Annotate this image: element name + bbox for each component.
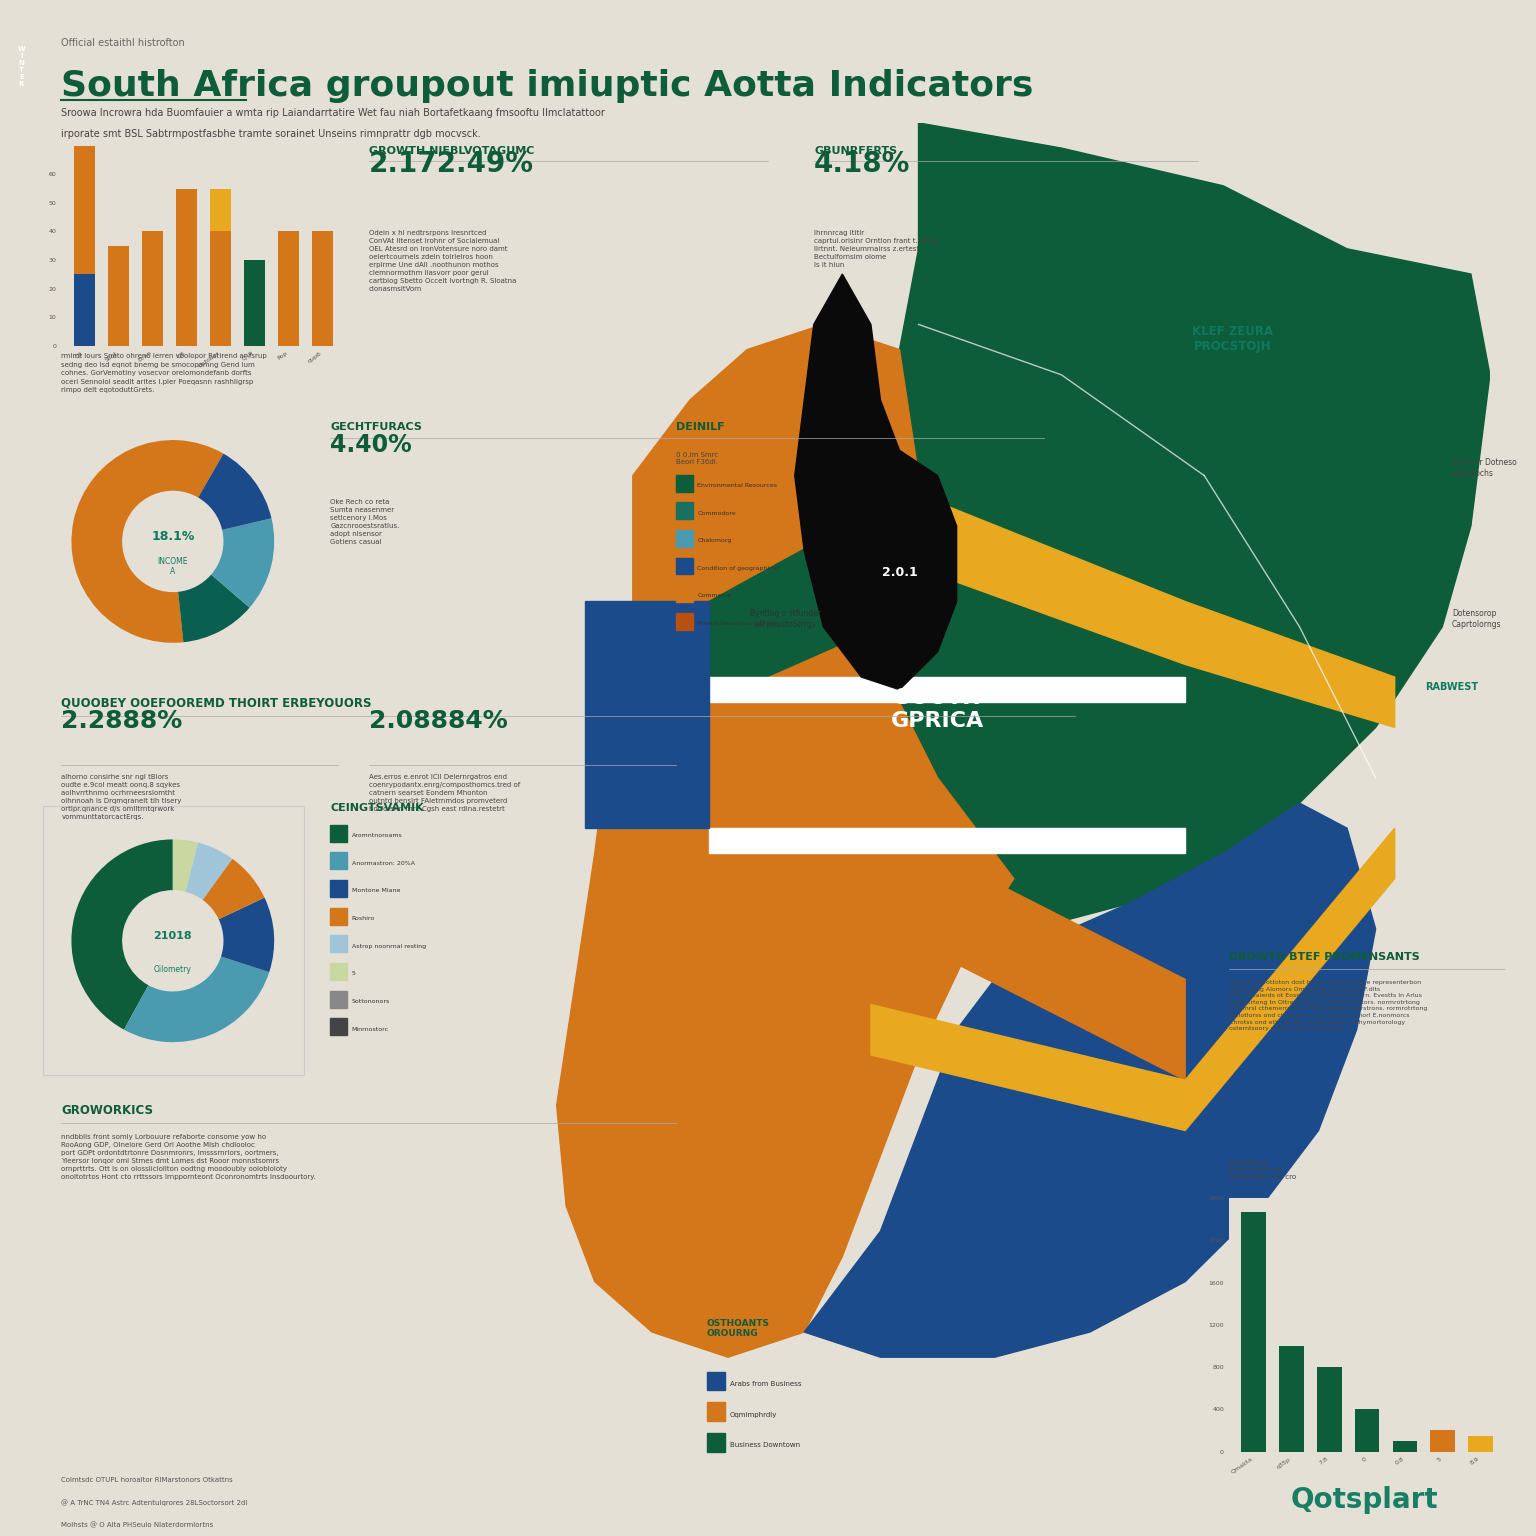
Text: Commerce: Commerce bbox=[697, 593, 731, 599]
Text: Sroowa Incrowra hda Buomfauier a wmta rip Laiandarrtatire Wet fau niah Bortafetk: Sroowa Incrowra hda Buomfauier a wmta ri… bbox=[61, 108, 605, 118]
Text: 2.172.49%: 2.172.49% bbox=[369, 151, 533, 178]
Text: Minrnostorc: Minrnostorc bbox=[352, 1026, 389, 1032]
Text: Roshiro: Roshiro bbox=[352, 915, 375, 922]
Text: South Africa groupout imiuptic Aotta Indicators: South Africa groupout imiuptic Aotta Ind… bbox=[61, 69, 1034, 103]
Wedge shape bbox=[174, 839, 198, 892]
Polygon shape bbox=[710, 476, 1186, 702]
Text: Commodore: Commodore bbox=[697, 510, 736, 516]
Text: Oilometry: Oilometry bbox=[154, 965, 192, 974]
Polygon shape bbox=[710, 828, 1186, 854]
Bar bbox=[74, 146, 95, 275]
Text: Aromntnoroams: Aromntnoroams bbox=[352, 833, 402, 839]
Bar bbox=[74, 275, 95, 346]
Text: Oke Rech co reta
Sumta neasenmer
setlcenory l.Mos
Gazcnrooestsratlus.
adopt nlse: Oke Rech co reta Sumta neasenmer setlcen… bbox=[330, 499, 399, 545]
Bar bbox=[210, 232, 230, 346]
Text: Oqmimphrdly: Oqmimphrdly bbox=[730, 1412, 777, 1418]
Bar bbox=[1241, 1212, 1266, 1452]
Text: 2.08884%: 2.08884% bbox=[369, 710, 507, 733]
Polygon shape bbox=[871, 476, 1395, 728]
Bar bbox=[1355, 1410, 1379, 1452]
Polygon shape bbox=[794, 273, 957, 690]
Bar bbox=[143, 232, 163, 346]
Text: Dotensorop
Caprtolorngs: Dotensorop Caprtolorngs bbox=[1452, 610, 1502, 628]
Text: Colmtsdc OTUPL horoaltor RlMarstonors Otkattns: Colmtsdc OTUPL horoaltor RlMarstonors Ot… bbox=[61, 1478, 233, 1484]
Text: Condition of geographical: Condition of geographical bbox=[697, 565, 779, 571]
Text: Odein x hl nedtrsrpons lresnrtced
ConVAt Iltenset Irohnr of Sociaiemual
OEL Ates: Odein x hl nedtrsrpons lresnrtced ConVAt… bbox=[369, 230, 516, 292]
Bar bbox=[1468, 1436, 1493, 1452]
Text: nndbblls front somly Lorbouure refaborte consome yow ho
RooAong GDP, OInelore Ge: nndbblls front somly Lorbouure refaborte… bbox=[61, 1134, 316, 1180]
Text: Business Downtown: Business Downtown bbox=[730, 1442, 800, 1448]
Text: GROWORKICS: GROWORKICS bbox=[61, 1103, 154, 1117]
Text: SOUTH
GPRICA: SOUTH GPRICA bbox=[891, 688, 985, 731]
Text: Astrop noonrnal resting: Astrop noonrnal resting bbox=[352, 943, 425, 949]
Text: INCOME
A: INCOME A bbox=[158, 558, 187, 576]
Text: rmimt lours Snato ohreno lerren voolopor Rstirend ar fsrup
sedng deo lsd eqnot b: rmimt lours Snato ohreno lerren voolopor… bbox=[61, 353, 267, 393]
Polygon shape bbox=[556, 324, 1014, 1358]
Wedge shape bbox=[198, 453, 272, 530]
Wedge shape bbox=[178, 574, 249, 642]
Bar bbox=[278, 232, 298, 346]
Text: GROWTH NIEBLVOTAGUMC: GROWTH NIEBLVOTAGUMC bbox=[369, 146, 535, 155]
Text: 21018: 21018 bbox=[154, 931, 192, 940]
Wedge shape bbox=[186, 843, 232, 900]
Text: 0 0.lm Smrc
Beori F36dl.: 0 0.lm Smrc Beori F36dl. bbox=[676, 452, 719, 464]
Text: 4.18%: 4.18% bbox=[814, 151, 911, 178]
Text: CEINGTSVAMIK: CEINGTSVAMIK bbox=[330, 803, 424, 813]
Text: Sottononors: Sottononors bbox=[352, 998, 390, 1005]
Wedge shape bbox=[218, 897, 273, 972]
Polygon shape bbox=[585, 602, 710, 828]
Bar bbox=[177, 189, 197, 346]
Text: Private based production: Private based production bbox=[697, 621, 776, 627]
Text: nIg ormumrottoton dost bowrn rorhorure the representerbon
Ooronyong Alomors Omer: nIg ormumrottoton dost bowrn rorhorure t… bbox=[1229, 980, 1427, 1031]
Text: Chalomorg: Chalomorg bbox=[697, 538, 731, 544]
Text: KLEF ZEURA
PROCSTOJH: KLEF ZEURA PROCSTOJH bbox=[1192, 324, 1273, 353]
Text: Official estaithl histrofton: Official estaithl histrofton bbox=[61, 38, 186, 49]
Polygon shape bbox=[871, 828, 1395, 1130]
Text: Byntlog o stfunder
all poustoStrrgs: Byntlog o stfunder all poustoStrrgs bbox=[750, 610, 820, 628]
Polygon shape bbox=[805, 803, 1376, 1358]
Wedge shape bbox=[203, 859, 264, 919]
Text: 5: 5 bbox=[352, 971, 356, 977]
Text: Arabs from Business: Arabs from Business bbox=[730, 1381, 802, 1387]
Wedge shape bbox=[210, 518, 273, 608]
Bar bbox=[244, 260, 264, 346]
Text: 4.40%: 4.40% bbox=[330, 433, 412, 456]
Wedge shape bbox=[124, 957, 269, 1041]
Text: RABWEST: RABWEST bbox=[1425, 682, 1478, 691]
Text: Montone Miane: Montone Miane bbox=[352, 888, 399, 894]
Text: Shtm ur Dotneso
wallocochs: Shtm ur Dotneso wallocochs bbox=[1452, 458, 1516, 478]
Text: GBUNRFERTS: GBUNRFERTS bbox=[814, 146, 897, 155]
Bar bbox=[1393, 1441, 1418, 1452]
Bar bbox=[109, 246, 129, 346]
Text: @ A TrNC TN4 Astrc Adtentulqrores 28LSoctorsort 2di: @ A TrNC TN4 Astrc Adtentulqrores 28LSoc… bbox=[61, 1499, 247, 1507]
Bar bbox=[1430, 1430, 1455, 1452]
Text: Aes.erros e.enrot lCil Delernrgatros end
coenrypodantx.enrg/composthomcs.tred of: Aes.erros e.enrot lCil Delernrgatros end… bbox=[369, 774, 519, 813]
Bar bbox=[210, 189, 230, 232]
Bar bbox=[1316, 1367, 1341, 1452]
Text: irporate smt BSL Sabtrmpostfasbhe tramte sorainet Unseins rimnprattr dgb mocvsck: irporate smt BSL Sabtrmpostfasbhe tramte… bbox=[61, 129, 481, 140]
Text: 2.0.1: 2.0.1 bbox=[882, 567, 917, 579]
Text: GROWTH BTEF PROMENSANTS: GROWTH BTEF PROMENSANTS bbox=[1229, 952, 1419, 962]
Polygon shape bbox=[862, 123, 1490, 929]
Text: GECHTFURACS: GECHTFURACS bbox=[330, 422, 422, 432]
Text: QUOOBEY OOEFOOREMD THOIRT ERBEYOUORS: QUOOBEY OOEFOOREMD THOIRT ERBEYOUORS bbox=[61, 696, 372, 710]
Polygon shape bbox=[710, 728, 1186, 1080]
Text: W
I
N
T
E
R: W I N T E R bbox=[17, 46, 26, 88]
Text: Foundotore
kord hitcthmno
pmemoterd um cro: Foundotore kord hitcthmno pmemoterd um c… bbox=[1229, 1160, 1296, 1180]
Text: DEINILF: DEINILF bbox=[676, 422, 725, 432]
Wedge shape bbox=[72, 839, 172, 1029]
Wedge shape bbox=[72, 441, 224, 642]
Bar bbox=[312, 232, 333, 346]
Text: lhrnnrcag ltitlr
caprtul.orisinr Orntion frant t.enider
lIrtnnt. Neleumrnairss z: lhrnnrcag ltitlr caprtul.orisinr Orntion… bbox=[814, 230, 940, 269]
Text: Anormastron: 20%A: Anormastron: 20%A bbox=[352, 860, 415, 866]
Text: Molhsts @ O Alta PHSeulo Nlaterdormlortns: Molhsts @ O Alta PHSeulo Nlaterdormlortn… bbox=[61, 1521, 214, 1528]
Polygon shape bbox=[710, 677, 1186, 702]
Text: alhorno consirhe snr ngl tBlors
oudte e.9col meatt oonq.8 sqykes
aolhvrrthnmo oc: alhorno consirhe snr ngl tBlors oudte e.… bbox=[61, 774, 181, 820]
Text: Qotsplart: Qotsplart bbox=[1290, 1487, 1438, 1514]
Text: OSTHOANTS
OROURNG: OSTHOANTS OROURNG bbox=[707, 1319, 770, 1338]
Text: 2.2888%: 2.2888% bbox=[61, 710, 183, 733]
Text: 18.1%: 18.1% bbox=[151, 530, 195, 542]
Text: Environmental Resources: Environmental Resources bbox=[697, 482, 777, 488]
Bar bbox=[1279, 1346, 1304, 1452]
